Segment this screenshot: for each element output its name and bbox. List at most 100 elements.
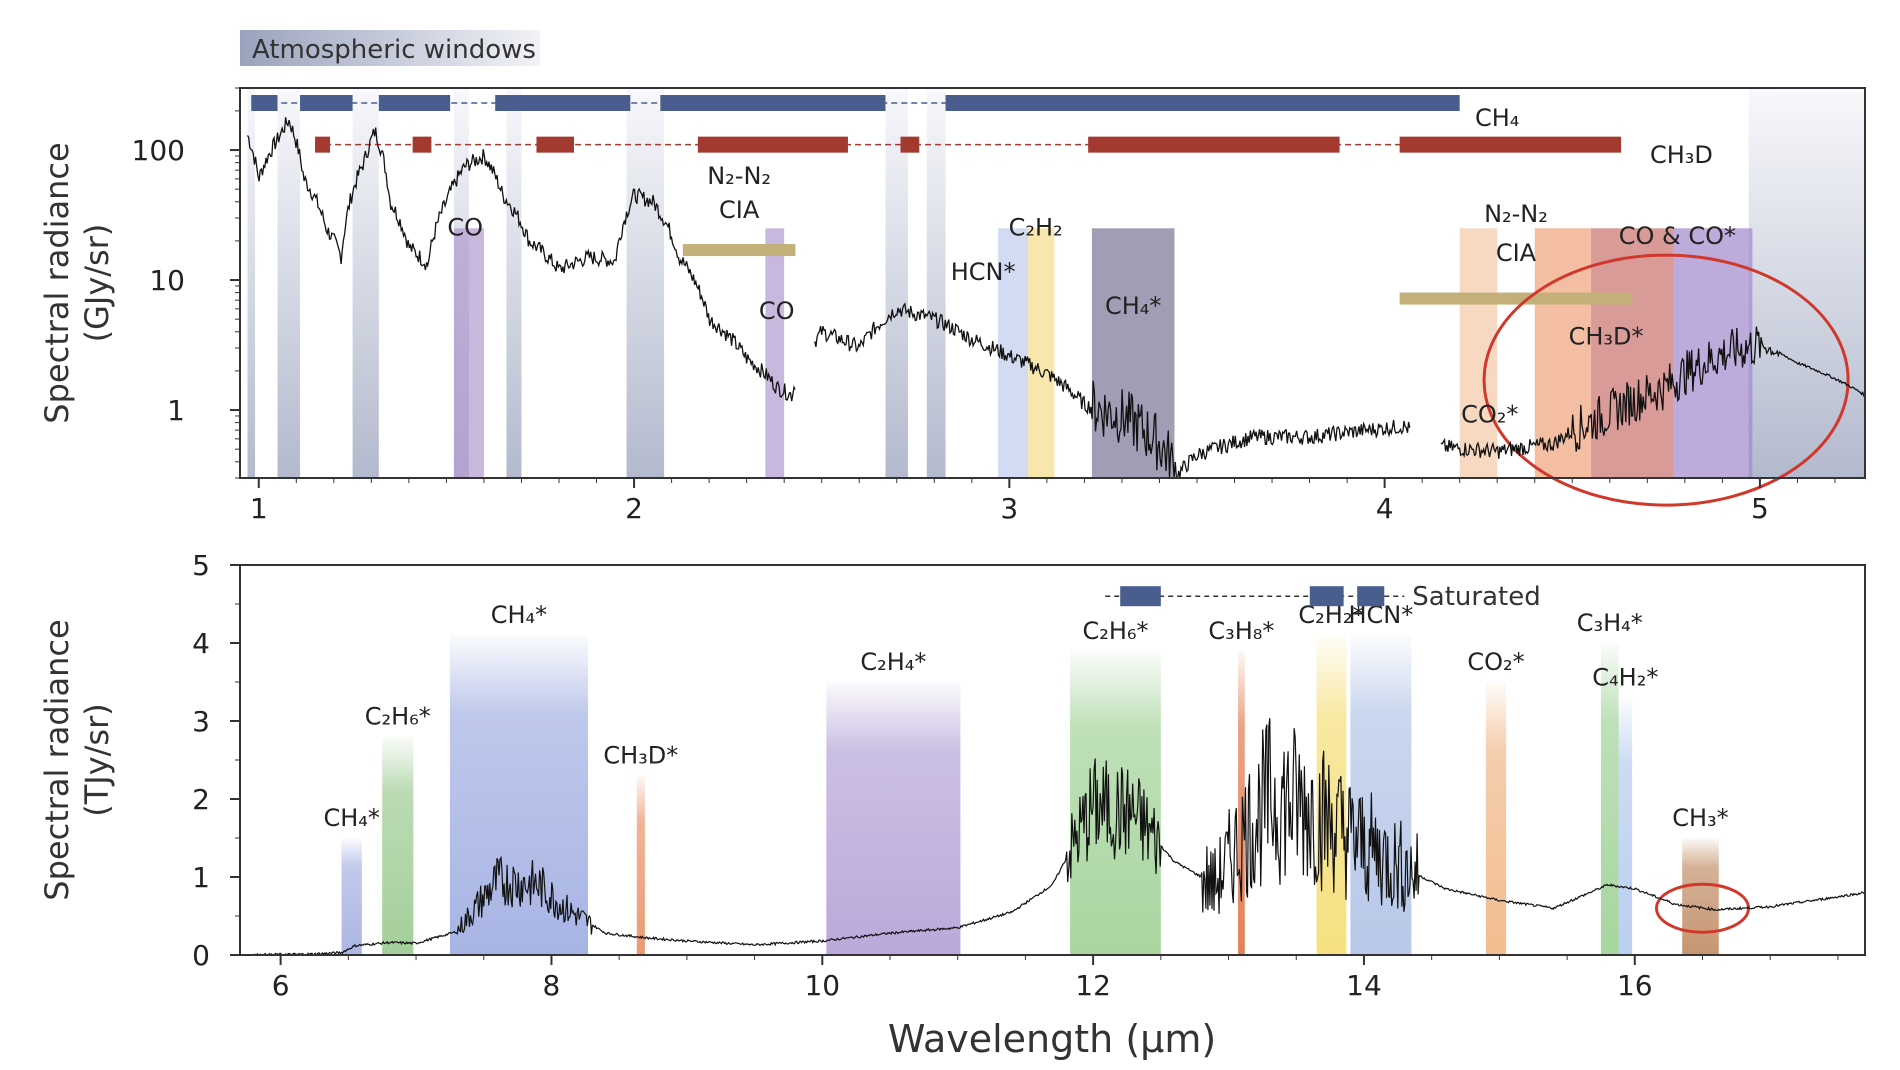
bottom-ylabel-text: Spectral radiance bbox=[38, 619, 76, 900]
top-ytick-label-0: 1 bbox=[167, 394, 185, 427]
bottom-annotations: CH₄*C₂H₆*CH₄*CH₃D*C₂H₄*C₂H₆* C₃H₈*C₂H₂*HC… bbox=[324, 601, 1729, 832]
atmospheric-window-2 bbox=[352, 88, 379, 478]
saturated-segment-2 bbox=[1357, 586, 1385, 607]
cia-bar-0 bbox=[682, 244, 796, 257]
saturated-segment-0 bbox=[1120, 586, 1161, 607]
top-highlight-ellipse bbox=[1482, 253, 1850, 507]
bottom-xtick-label-1: 8 bbox=[543, 969, 561, 1002]
atmospheric-window-5 bbox=[626, 88, 665, 478]
atmospheric-window-0 bbox=[247, 88, 256, 478]
bottom-band-label-12: CH₃* bbox=[1672, 804, 1728, 832]
bottom-band-0 bbox=[341, 838, 362, 955]
top-molecular-bands bbox=[453, 228, 1753, 478]
bottom-band-11 bbox=[1618, 697, 1633, 955]
cia-bar-1 bbox=[1399, 292, 1633, 305]
bottom-frame bbox=[239, 564, 1866, 956]
bottom-xtick-label-3: 12 bbox=[1075, 969, 1111, 1002]
top-annotation-6: CH₄* bbox=[1105, 292, 1161, 320]
bottom-ytick-label-5: 5 bbox=[192, 549, 210, 582]
bottom-band-3 bbox=[636, 775, 645, 955]
top-band-7 bbox=[1591, 228, 1674, 478]
top-annotation-1: N₂-N₂ bbox=[707, 162, 771, 190]
xlabel: Wavelength (μm) bbox=[888, 1017, 1216, 1061]
bottom-band-label-4: C₂H₄* bbox=[860, 648, 926, 676]
bottom-band-8 bbox=[1350, 635, 1412, 955]
top-annotation-4: HCN* bbox=[951, 258, 1016, 286]
bottom-ylabel: Spectral radiance (TJy/sr) bbox=[38, 619, 116, 900]
top-annotation-5: C₂H₂ bbox=[1009, 214, 1063, 242]
top-band-0 bbox=[453, 228, 484, 478]
top-xtick-label-0: 1 bbox=[250, 492, 268, 525]
bottom-band-label-3: CH₃D* bbox=[603, 742, 678, 770]
bottom-band-label-5: C₂H₆* bbox=[1082, 617, 1148, 645]
bottom-xtick-label-5: 16 bbox=[1617, 969, 1653, 1002]
bottom-ytick-label-0: 0 bbox=[192, 939, 210, 972]
top-frame bbox=[239, 87, 1866, 479]
ch3d-segment-0 bbox=[315, 136, 331, 153]
top-ylabel: Spectral radiance (GJy/sr) bbox=[38, 142, 116, 423]
top-spectrum bbox=[246, 117, 1866, 479]
bottom-band-10 bbox=[1600, 643, 1619, 955]
bottom-band-label-2: CH₄* bbox=[491, 601, 547, 629]
top-ylabel-text: Spectral radiance bbox=[38, 142, 76, 423]
bottom-band-label-11: C₄H₂* bbox=[1592, 664, 1658, 692]
bottom-xtick-label-0: 6 bbox=[272, 969, 290, 1002]
top-annotation-0: CO bbox=[447, 214, 483, 242]
bottom-ytick-label-1: 1 bbox=[192, 861, 210, 894]
top-annotation-3: CO bbox=[759, 297, 795, 325]
bottom-band-7 bbox=[1316, 635, 1347, 955]
ch3d-segment-6 bbox=[1399, 136, 1622, 153]
top-spectrum-line bbox=[246, 117, 1866, 479]
bottom-band-label-1: C₂H₆* bbox=[365, 703, 431, 731]
bottom-spectrum-line bbox=[239, 718, 1866, 957]
ch3d-label: CH₃D bbox=[1650, 141, 1713, 169]
top-annotation-8: CIA bbox=[1496, 239, 1537, 267]
top-band-3 bbox=[1028, 228, 1055, 478]
saturated-segment-1 bbox=[1309, 586, 1344, 607]
bottom-panel: CH₄*C₂H₆*CH₄*CH₃D*C₂H₄*C₂H₆* C₃H₈*C₂H₂*HC… bbox=[38, 549, 1866, 1061]
atmospheric-window-7 bbox=[926, 88, 946, 478]
top-molecule-bars bbox=[251, 95, 1633, 305]
bottom-band-12 bbox=[1682, 838, 1719, 955]
ch4-segment-0 bbox=[251, 95, 278, 112]
saturated-legend: Saturated bbox=[1105, 582, 1541, 612]
bottom-xtick-label-2: 10 bbox=[804, 969, 840, 1002]
ch4-segment-5 bbox=[945, 95, 1460, 112]
saturated-label: Saturated bbox=[1412, 582, 1540, 612]
bottom-molecular-bands bbox=[341, 635, 1719, 955]
bottom-band-label-0: CH₄* bbox=[324, 804, 380, 832]
bottom-band-1 bbox=[382, 736, 414, 955]
bottom-ylabel-unit: (TJy/sr) bbox=[78, 703, 116, 817]
atmospheric-window-6 bbox=[885, 88, 909, 478]
top-xtick-label-3: 4 bbox=[1376, 492, 1394, 525]
windows-legend-swatch bbox=[240, 30, 540, 66]
bottom-band-4 bbox=[826, 682, 961, 955]
bottom-band-6 bbox=[1238, 650, 1245, 955]
top-annotation-11: CO₂* bbox=[1461, 401, 1518, 429]
ch4-segment-1 bbox=[300, 95, 353, 112]
ch4-segment-2 bbox=[378, 95, 451, 112]
bottom-spectrum bbox=[239, 718, 1866, 957]
top-xtick-label-2: 3 bbox=[1000, 492, 1018, 525]
top-atmospheric-windows bbox=[247, 88, 1865, 478]
bottom-band-label-6: C₃H₈* bbox=[1208, 617, 1274, 645]
top-annotation-10: CH₃D* bbox=[1569, 322, 1644, 350]
bottom-ytick-label-4: 4 bbox=[192, 627, 210, 660]
top-ylabel-unit: (GJy/sr) bbox=[78, 224, 116, 343]
top-ytick-label-1: 10 bbox=[149, 264, 185, 297]
ch4-segment-3 bbox=[495, 95, 631, 112]
top-annotation-2: CIA bbox=[719, 196, 760, 224]
bottom-ytick-label-2: 2 bbox=[192, 783, 210, 816]
top-xtick-label-4: 5 bbox=[1751, 492, 1769, 525]
windows-legend: Atmospheric windows bbox=[240, 30, 540, 66]
atmospheric-window-4 bbox=[506, 88, 522, 478]
top-highlight bbox=[1482, 253, 1850, 507]
bottom-ytick-label-3: 3 bbox=[192, 705, 210, 738]
ch3d-segment-4 bbox=[900, 136, 920, 153]
top-band-5 bbox=[1459, 228, 1498, 478]
top-panel: CO N₂-N₂ CIA CO HCN* C₂H₂ CH₄* N₂-N₂ CIA CO & CO*… bbox=[38, 87, 1866, 525]
bottom-xtick-label-4: 14 bbox=[1346, 969, 1382, 1002]
top-annotation-9: CO & CO* bbox=[1619, 222, 1736, 250]
